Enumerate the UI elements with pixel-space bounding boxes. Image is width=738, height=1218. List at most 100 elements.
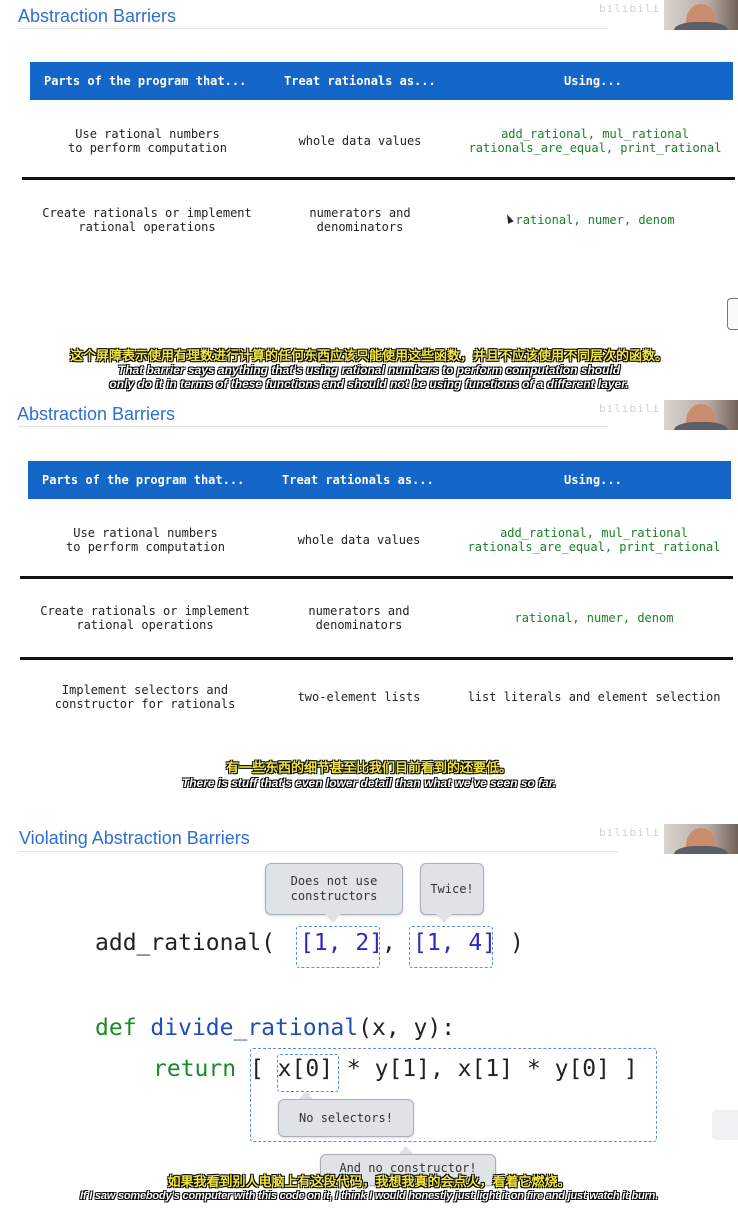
speaker-webcam — [664, 824, 738, 854]
speaker-webcam — [664, 0, 738, 30]
callout-twice: Twice! — [420, 863, 484, 915]
header-treat: Treat rationals as... — [284, 74, 436, 88]
cell-using-line: rationals_are_equal, print_rational — [468, 141, 722, 155]
subtitle-english: If I saw somebody's computer with this c… — [0, 1189, 738, 1203]
highlight-arg1 — [296, 926, 380, 968]
subtitle-chinese: 有一些东西的细节甚至比我们目前看到的还要低。 — [225, 761, 512, 776]
slide-title: Abstraction Barriers — [17, 404, 176, 424]
keyword-return: return — [153, 1056, 237, 1082]
side-panel-handle[interactable] — [712, 1110, 738, 1140]
subtitle-english-line: There is stuff that's even lower detail … — [181, 776, 557, 790]
table-row: Use rational numbers to perform computat… — [30, 127, 265, 155]
subtitle-english-line: If I saw somebody's computer with this c… — [80, 1190, 658, 1202]
subtitle-english: That barrier says anything that's using … — [0, 363, 738, 391]
cell-treat: numerators and denominators — [274, 604, 444, 632]
cell-treat-line: numerators and — [309, 206, 411, 220]
callout-no-selectors: No selectors! — [278, 1099, 414, 1137]
header-parts: Parts of the program that... — [42, 473, 245, 487]
callout-pointer — [325, 914, 341, 923]
cell-treat: numerators and denominators — [275, 206, 445, 234]
callout-line: constructors — [290, 889, 378, 903]
bilibili-watermark: bilibili — [599, 826, 660, 839]
cell-using: add_rational, mul_rational rationals_are… — [455, 127, 735, 155]
cell-part: Create rationals or implement — [42, 206, 252, 220]
highlight-return-list — [250, 1048, 657, 1142]
video-frame-2: Abstraction Barriers bilibili Parts of t… — [0, 398, 738, 796]
cell-part: Use rational numbers — [73, 526, 218, 540]
cell-treat-line: denominators — [316, 220, 404, 234]
table-row: Create rationals or implement rational o… — [22, 206, 272, 234]
code-close-paren: ) — [510, 930, 524, 956]
subtitle-english-line: only do it in terms of these functions a… — [109, 377, 629, 391]
keyword-def: def — [95, 1015, 137, 1041]
row-divider — [20, 576, 733, 579]
cell-using-line: add_rational, mul_rational — [501, 127, 689, 141]
subtitle-english: There is stuff that's even lower detail … — [0, 776, 738, 790]
cell-part: Create rationals or implement — [40, 604, 250, 618]
table-row: Implement selectors and constructor for … — [20, 683, 270, 711]
video-frame-3: Violating Abstraction Barriers bilibili … — [0, 818, 738, 1218]
callout-pointer — [298, 1091, 314, 1100]
row-divider — [22, 177, 735, 180]
code-arg1: [1, 2] — [300, 930, 383, 956]
header-treat: Treat rationals as... — [282, 473, 434, 487]
code-line-def: def divide_rational(x, y): — [95, 1015, 455, 1041]
highlight-arg2 — [409, 926, 493, 968]
code-comma: , — [382, 930, 396, 956]
code-line-return: return [ x[0] * y[1], x[1] * y[0] ] — [153, 1056, 638, 1082]
cell-treat: two-element lists — [297, 690, 421, 704]
cell-using: rational, numer, denom — [514, 611, 674, 625]
cell-part: Implement selectors and — [61, 683, 229, 697]
callout-pointer — [436, 914, 452, 923]
cell-using: list literals and element selection — [467, 690, 721, 704]
subtitle-chinese: 这个屏障表示使用有理数进行计算的任何东西应该只能使用这些函数，并且不应该使用不同… — [69, 349, 668, 364]
bracket-open: [ — [249, 1056, 264, 1082]
cell-part: to perform computation — [66, 540, 225, 554]
callout-no-constructors: Does not use constructors — [265, 863, 403, 915]
cell-using-line: rationals_are_equal, print_rational — [467, 540, 721, 554]
function-params: (x, y): — [358, 1015, 456, 1041]
function-name: divide_rational — [150, 1015, 359, 1041]
header-using: Using... — [564, 74, 622, 88]
side-panel-handle[interactable] — [727, 298, 738, 330]
header-using: Using... — [564, 473, 622, 487]
cell-part: rational operations — [76, 618, 214, 632]
cell-part: constructor for rationals — [54, 697, 236, 711]
callout-line: Does not use — [290, 874, 378, 888]
list-literal: [1, 4] — [413, 930, 497, 956]
selector-x0: x[0] — [277, 1056, 334, 1082]
highlight-x0 — [277, 1054, 339, 1092]
bilibili-watermark: bilibili — [599, 402, 660, 415]
bracket-close: ] — [623, 1056, 638, 1082]
bilibili-watermark: bilibili — [599, 2, 660, 15]
subtitle-english-line: That barrier says anything that's using … — [117, 363, 621, 377]
table-header: Parts of the program that... Treat ratio… — [30, 62, 733, 100]
table-header: Parts of the program that... Treat ratio… — [28, 461, 731, 499]
title-divider — [18, 426, 608, 427]
list-literal: [1, 2] — [300, 930, 384, 956]
function-call: add_rational( — [95, 930, 276, 956]
cell-treat: whole data values — [298, 134, 422, 148]
title-divider — [18, 851, 618, 852]
callout-no-constructor: And no constructor! — [320, 1154, 496, 1186]
table-row: Create rationals or implement rational o… — [20, 604, 270, 632]
cell-treat: whole data values — [297, 533, 421, 547]
cell-treat-line: numerators and — [308, 604, 410, 618]
cell-part: rational operations — [78, 220, 216, 234]
video-frame-1: Abstraction Barriers bilibili Parts of t… — [0, 0, 738, 398]
code-line-call: add_rational( — [95, 930, 275, 956]
cell-part: Use rational numbers — [75, 127, 220, 141]
speaker-webcam — [664, 400, 738, 430]
cell-part: to perform computation — [68, 141, 227, 155]
code-arg2: [1, 4] — [413, 930, 496, 956]
cell-using: add_rational, mul_rational rationals_are… — [454, 526, 734, 554]
return-expression: * y[1], x[1] * y[0] — [333, 1056, 611, 1082]
row-divider — [20, 657, 733, 660]
cell-using: rational, numer, denom — [515, 213, 675, 227]
table-row: Use rational numbers to perform computat… — [28, 526, 263, 554]
header-parts: Parts of the program that... — [44, 74, 247, 88]
title-divider — [18, 28, 608, 29]
subtitle-chinese: 如果我看到别人电脑上有这段代码，我想我真的会点火，看着它燃烧。 — [167, 1175, 571, 1190]
callout-pointer — [398, 1146, 414, 1155]
cell-treat-line: denominators — [315, 618, 403, 632]
